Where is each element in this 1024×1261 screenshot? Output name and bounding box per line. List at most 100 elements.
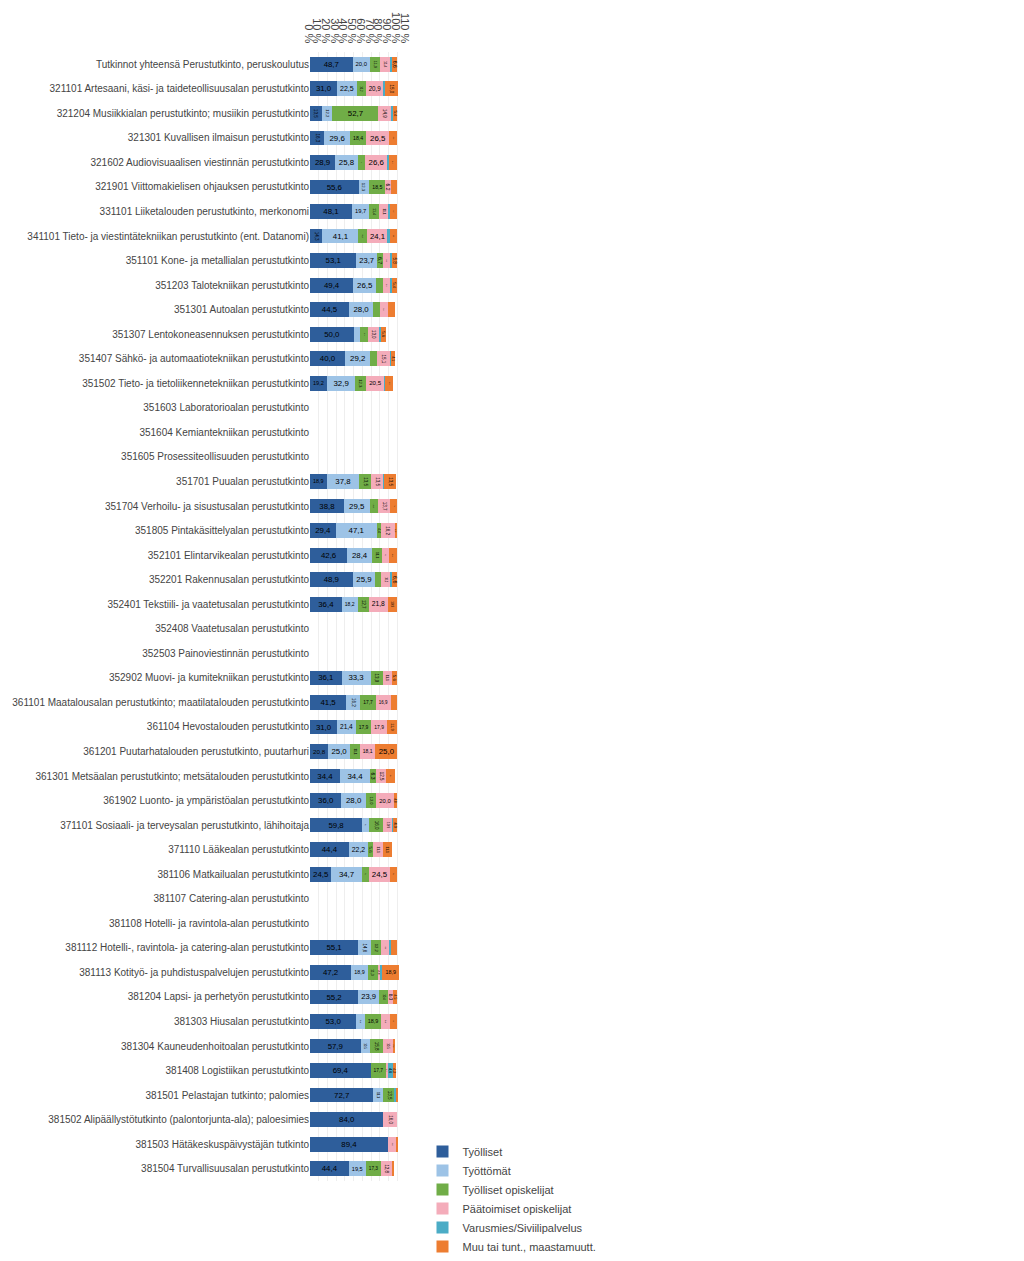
svg-text:18,9: 18,9	[354, 969, 364, 975]
svg-text:36,0: 36,0	[318, 796, 334, 805]
svg-text:11,1: 11,1	[376, 1092, 380, 1098]
svg-text:12,0: 12,0	[369, 797, 374, 806]
svg-text:5,6: 5,6	[368, 847, 373, 854]
svg-text:17,3: 17,3	[369, 1166, 378, 1171]
svg-text:15,0: 15,0	[389, 84, 394, 93]
svg-text:19,2: 19,2	[313, 380, 324, 386]
svg-text:331101 Liiketalouden perustutk: 331101 Liiketalouden perustutkinto, merk…	[100, 206, 309, 217]
svg-text:26,5: 26,5	[370, 134, 386, 143]
svg-text:Työlliset: Työlliset	[463, 1146, 503, 1158]
svg-text:25,0: 25,0	[379, 747, 395, 756]
svg-text:381408 Logistiikan perustutkin: 381408 Logistiikan perustutkinto	[166, 1065, 310, 1076]
svg-text:20,5: 20,5	[369, 379, 381, 386]
svg-text:351101 Kone- ja metallialan pe: 351101 Kone- ja metallialan perustutkint…	[126, 255, 310, 266]
svg-text:25,8: 25,8	[339, 158, 355, 167]
svg-text:55,2: 55,2	[326, 993, 341, 1002]
svg-text:8,4: 8,4	[384, 554, 386, 556]
svg-text:17,9: 17,9	[359, 725, 369, 730]
svg-text:12,3: 12,3	[358, 379, 363, 388]
svg-text:9,8: 9,8	[384, 1020, 387, 1024]
svg-text:2,9: 2,9	[394, 529, 397, 533]
svg-text:8,3: 8,3	[392, 1021, 394, 1023]
svg-text:3,8: 3,8	[377, 970, 381, 974]
svg-text:5,4: 5,4	[393, 110, 398, 117]
svg-text:11,1: 11,1	[376, 847, 380, 853]
svg-text:17,7: 17,7	[363, 700, 373, 705]
svg-text:371110 Lääkealan perustutkinto: 371110 Lääkealan perustutkinto	[168, 844, 309, 855]
svg-text:26,6: 26,6	[369, 158, 385, 167]
svg-text:28,4: 28,4	[352, 551, 368, 560]
svg-text:37,8: 37,8	[335, 477, 351, 486]
svg-text:5,6: 5,6	[381, 331, 386, 338]
svg-text:381204 Lapsi- ja perhetyön per: 381204 Lapsi- ja perhetyön perustutkinto	[128, 991, 310, 1002]
svg-text:13,5: 13,5	[363, 477, 368, 486]
svg-text:44,4: 44,4	[322, 845, 338, 854]
svg-text:381107 Catering-alan perustutk: 381107 Catering-alan perustutkinto	[154, 893, 310, 904]
svg-text:381501 Pelastajan tutkinto; pa: 381501 Pelastajan tutkinto; palomies	[146, 1090, 309, 1101]
svg-text:21,4: 21,4	[340, 723, 353, 730]
svg-text:8,9: 8,9	[388, 382, 390, 384]
svg-text:5,6: 5,6	[392, 675, 397, 682]
svg-text:16,2: 16,2	[385, 526, 390, 535]
svg-text:52,7: 52,7	[348, 109, 363, 118]
svg-text:49,4: 49,4	[324, 281, 340, 290]
svg-text:28,0: 28,0	[346, 796, 362, 805]
svg-text:13,0: 13,0	[371, 330, 376, 339]
svg-text:13,9: 13,9	[374, 674, 379, 683]
svg-text:4,5: 4,5	[393, 994, 397, 999]
svg-text:7,7: 7,7	[391, 309, 392, 311]
svg-text:321101 Artesaani, käsi- ja tai: 321101 Artesaani, käsi- ja taideteollisu…	[50, 83, 310, 94]
svg-text:44,5: 44,5	[322, 305, 338, 314]
svg-text:19,7: 19,7	[355, 208, 366, 214]
svg-text:11,4: 11,4	[383, 61, 387, 68]
svg-text:30 %: 30 %	[329, 18, 341, 43]
svg-text:13,7: 13,7	[382, 502, 387, 511]
svg-text:4,0: 4,0	[393, 798, 397, 803]
svg-text:2,6: 2,6	[392, 1045, 395, 1049]
svg-text:24,1: 24,1	[370, 232, 385, 241]
svg-text:41,1: 41,1	[333, 232, 348, 241]
svg-text:12,2: 12,2	[325, 109, 330, 118]
svg-text:361104 Hevostalouden perustutk: 361104 Hevostalouden perustutkinto	[147, 721, 310, 732]
svg-text:20,0: 20,0	[356, 61, 368, 67]
svg-text:Työlliset opiskelijat: Työlliset opiskelijat	[463, 1184, 554, 1196]
svg-text:361902 Luonto- ja ympäristöala: 361902 Luonto- ja ympäristöalan perustut…	[103, 795, 309, 806]
svg-text:20 %: 20 %	[320, 18, 332, 43]
svg-text:11,1: 11,1	[385, 675, 389, 681]
svg-text:23,7: 23,7	[359, 256, 374, 265]
svg-text:24,5: 24,5	[313, 870, 329, 879]
svg-text:29,4: 29,4	[315, 526, 331, 535]
svg-text:361201 Puutarhatalouden perust: 361201 Puutarhatalouden perustutkinto, p…	[83, 746, 309, 757]
svg-text:100 %: 100 %	[390, 12, 402, 43]
svg-text:8,9: 8,9	[392, 235, 394, 237]
svg-text:44,4: 44,4	[322, 1164, 338, 1173]
svg-text:89,4: 89,4	[341, 1140, 357, 1149]
svg-text:4,1: 4,1	[391, 357, 395, 362]
svg-text:59,8: 59,8	[328, 821, 344, 830]
svg-text:321204 Musiikkialan perustutki: 321204 Musiikkialan perustutkinto; musii…	[57, 108, 310, 119]
svg-text:13,5: 13,5	[313, 109, 318, 118]
svg-text:6,6: 6,6	[392, 61, 398, 68]
svg-text:84,0: 84,0	[339, 1115, 355, 1124]
svg-text:42,6: 42,6	[321, 551, 337, 560]
svg-text:8,2: 8,2	[392, 873, 394, 875]
svg-text:351605 Prosessiteollisuuden pe: 351605 Prosessiteollisuuden perustutkint…	[121, 451, 309, 462]
svg-text:25,0: 25,0	[331, 747, 347, 756]
svg-text:351603 Laboratorioalan perustu: 351603 Laboratorioalan perustutkinto	[143, 402, 309, 413]
svg-text:9,3: 9,3	[363, 333, 366, 336]
svg-text:55,1: 55,1	[326, 943, 341, 952]
svg-text:Muu tai tunt., maastamuutt.: Muu tai tunt., maastamuutt.	[463, 1241, 596, 1253]
svg-text:8,4: 8,4	[392, 211, 394, 213]
svg-text:15,8: 15,8	[374, 1042, 379, 1051]
svg-text:40,0: 40,0	[320, 354, 336, 363]
svg-text:11,9: 11,9	[373, 61, 378, 68]
svg-text:351704 Verhoilu- ja sisustusal: 351704 Verhoilu- ja sisustusalan perustu…	[105, 501, 309, 512]
svg-text:70 %: 70 %	[364, 18, 376, 43]
svg-text:13,5: 13,5	[375, 477, 380, 486]
svg-text:361301 Metsäalan perustutkinto: 361301 Metsäalan perustutkinto; metsätal…	[35, 771, 309, 782]
svg-text:9,5: 9,5	[391, 554, 394, 558]
svg-text:16,0: 16,0	[374, 821, 379, 830]
svg-text:6,0: 6,0	[388, 994, 393, 1001]
svg-text:11,4: 11,4	[372, 208, 376, 215]
svg-text:381113 Kotityö- ja puhdistuspa: 381113 Kotityö- ja puhdistuspalvelujen p…	[79, 967, 309, 978]
